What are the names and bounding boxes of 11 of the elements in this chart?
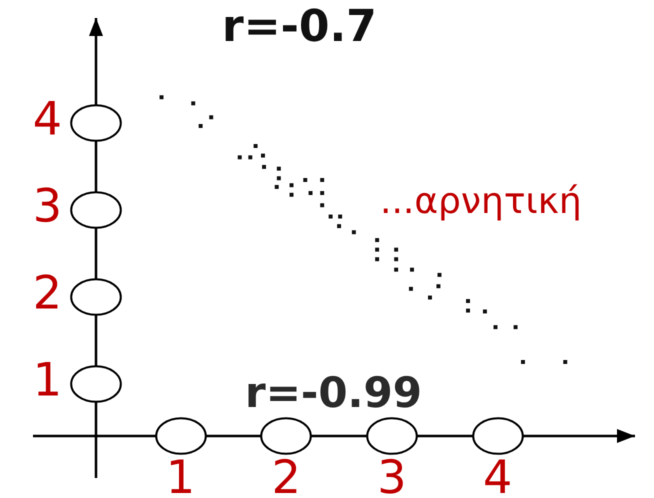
x-tick-label: 4 — [482, 450, 512, 498]
y-tick-label: 4 — [32, 91, 62, 146]
y-tick-label: 1 — [32, 352, 62, 407]
x-tick-label: 2 — [272, 450, 301, 498]
y-tick-label: 3 — [32, 178, 62, 233]
x-tick-label: 1 — [166, 450, 196, 498]
y-tick-label: 2 — [32, 266, 62, 320]
x-tick-label: 3 — [377, 450, 407, 498]
annotation: r=-0.7 — [222, 1, 377, 52]
annotation: ...αρνητική — [380, 181, 582, 222]
annotation: r=-0.99 — [245, 368, 422, 417]
